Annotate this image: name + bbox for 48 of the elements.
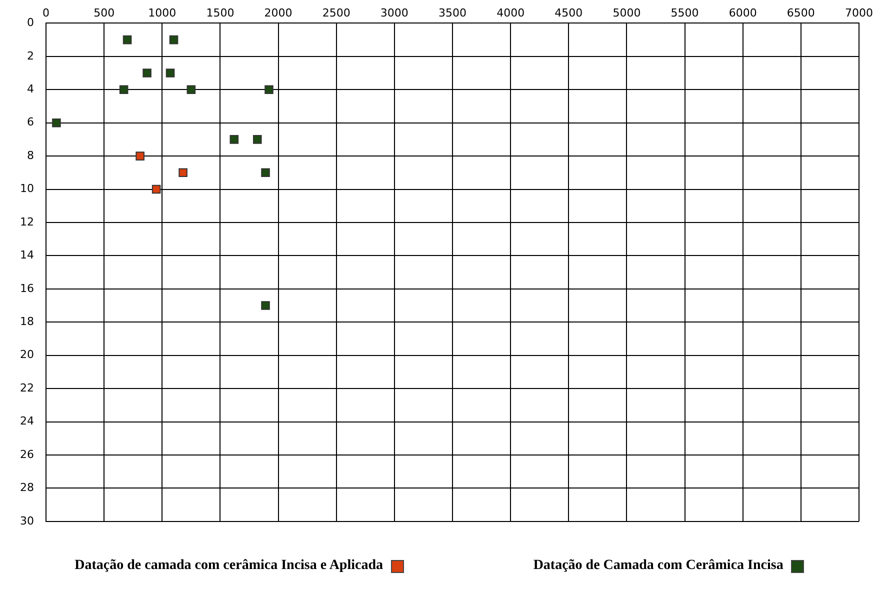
point xyxy=(122,35,132,44)
y-tick-label: 30 xyxy=(20,514,34,528)
y-tick-label: 16 xyxy=(20,282,34,295)
x-tick-label: 4000 xyxy=(496,6,525,20)
point xyxy=(261,301,270,310)
point xyxy=(169,35,178,44)
y-tick-label: 0 xyxy=(26,16,34,30)
y-tick-label: 28 xyxy=(20,481,34,494)
y-tick-label: 8 xyxy=(26,148,34,162)
point xyxy=(136,152,144,160)
legend-label: Datação de Camada com Cerâmica Incisa xyxy=(533,558,784,574)
point xyxy=(264,85,274,94)
x-tick-label: 7000 xyxy=(845,6,873,20)
x-tick-label: 4500 xyxy=(554,6,583,20)
point xyxy=(166,68,175,78)
point xyxy=(119,85,128,94)
x-tick-label: 6500 xyxy=(786,6,815,20)
x-tick-label: 3000 xyxy=(380,6,408,20)
y-tick-label: 20 xyxy=(20,348,34,362)
x-tick-label: 6000 xyxy=(728,6,757,20)
x-tick-label: 500 xyxy=(94,6,115,20)
point xyxy=(178,168,188,178)
y-tick-label: 24 xyxy=(20,414,34,428)
point xyxy=(142,68,152,78)
x-tick-label: 2500 xyxy=(322,6,350,20)
x-tick-label: 0 xyxy=(42,6,50,20)
y-tick-label: 10 xyxy=(20,182,34,196)
x-tick-label: 5500 xyxy=(670,6,699,20)
x-tick-label: 2000 xyxy=(264,6,292,20)
y-tick-label: 12 xyxy=(20,215,34,228)
y-tick-label: 22 xyxy=(20,381,34,394)
y-tick-label: 18 xyxy=(20,314,34,328)
y-tick-label: 14 xyxy=(20,248,34,262)
legend-label: Datação de camada com cerâmica Incisa e Aplicada xyxy=(74,558,383,574)
y-tick-label: 4 xyxy=(26,82,34,96)
y-tick-label: 6 xyxy=(26,116,34,129)
x-tick-label: 5000 xyxy=(612,6,641,20)
point xyxy=(261,168,270,178)
y-tick-label: 2 xyxy=(26,49,34,62)
point xyxy=(230,135,239,144)
point xyxy=(52,118,61,128)
x-tick-label: 1500 xyxy=(206,6,234,20)
point xyxy=(152,184,161,194)
point xyxy=(186,85,196,94)
y-tick-label: 26 xyxy=(20,448,34,461)
x-tick-label: 3500 xyxy=(438,6,466,20)
point xyxy=(252,135,262,144)
x-tick-label: 1000 xyxy=(148,6,176,20)
